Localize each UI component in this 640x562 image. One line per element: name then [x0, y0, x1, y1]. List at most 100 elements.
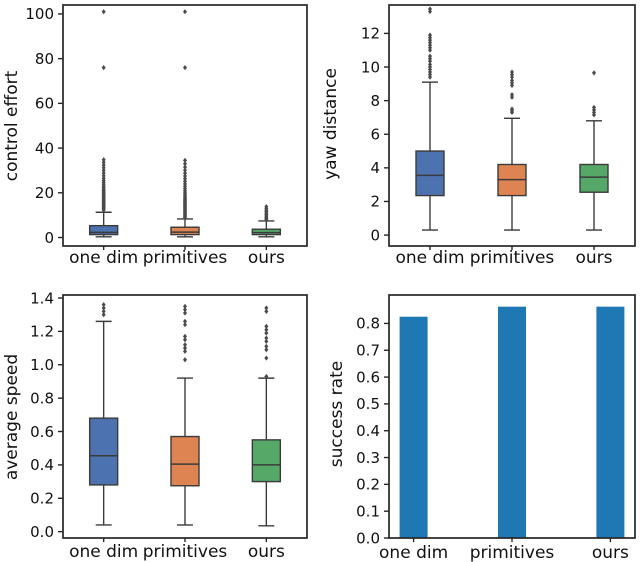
- y-tick-label: 0.3: [356, 449, 380, 467]
- control-effort-boxplot: 0 20 40 60 80 100 one dim primitives ours: [25, 4, 308, 268]
- box-ours: [251, 439, 282, 483]
- box-primitives-outlier-point: [510, 69, 514, 75]
- box-primitives-outlier-point: [183, 167, 187, 173]
- y-tick-label: 0.4: [356, 422, 380, 440]
- box-one-dim-outlier-point: [428, 53, 432, 59]
- success-rate-plot: success rate 0.0 0.1 0.2 0.3 0.4 0.5 0.6 0.7 0.8…: [320, 281, 640, 562]
- box-one-dim: [415, 150, 445, 197]
- box-one-dim-outlier-point: [428, 61, 432, 68]
- box-primitives-outlier-point: [183, 178, 187, 184]
- y-tick-label: 4: [370, 159, 380, 177]
- box-primitives-outlier-point: [183, 9, 187, 15]
- y-tick-label: 12: [361, 25, 380, 43]
- box-ours-outlier-point: [264, 343, 269, 350]
- category-label-primitives: primitives: [470, 543, 555, 562]
- box-primitives: [170, 435, 200, 487]
- box-ours-outlier-point: [264, 338, 269, 344]
- category-label-one-dim: one dim: [395, 248, 464, 268]
- y-tick-label: 0.2: [356, 476, 380, 494]
- box-primitives-outlier-point: [510, 106, 514, 112]
- box-one-dim: [88, 224, 119, 236]
- box-ours-outlier-point: [264, 323, 269, 329]
- y-tick-label: 1.4: [30, 289, 54, 307]
- box-ours-outlier-point: [264, 335, 269, 341]
- box-ours-outlier-point: [264, 305, 269, 311]
- y-tick-label: 6: [370, 125, 380, 143]
- box-primitives-outlier-point: [183, 64, 187, 71]
- box-primitives-outlier-point: [183, 164, 187, 170]
- category-label-primitives: primitives: [143, 542, 228, 562]
- box-primitives-outlier-point: [183, 333, 187, 339]
- category-label-ours: ours: [592, 543, 629, 562]
- box-primitives-outlier-point: [183, 348, 187, 355]
- bar-one-dim: [399, 316, 428, 538]
- box-primitives-outlier-point: [183, 342, 187, 348]
- box-primitives-outlier-point: [510, 92, 514, 98]
- box-one-dim-outlier-point: [101, 64, 106, 71]
- y-tick-label: 0.8: [30, 389, 54, 407]
- success-rate-barchart: 0.0 0.1 0.2 0.3 0.4 0.5 0.6 0.7 0.8 one dim primit…: [356, 294, 636, 562]
- average-speed-plot: average speed 0.0 0.2 0.4 0.6 0.8 1.0 1.2 1.4 on…: [0, 281, 320, 562]
- box-ours: [579, 163, 609, 193]
- box-ours-outlier-point: [264, 308, 269, 314]
- y-tick-label: 10: [361, 58, 380, 76]
- yaw-distance-plot: yaw distance 0 2 4 6 8 10 12 one dim primitives o…: [320, 0, 640, 281]
- control-effort-plot: control effort 0 20 40 60 80 100 one dim primit…: [0, 0, 320, 281]
- y-tick-label: 0.5: [356, 395, 380, 413]
- box-primitives-outlier-point: [183, 173, 187, 179]
- y-tick-label: 80: [35, 50, 54, 68]
- box-one-dim-outlier-point: [101, 157, 106, 163]
- y-tick-label: 20: [35, 184, 54, 202]
- box-ours-outlier-point: [592, 70, 596, 76]
- y-tick-label: 0: [370, 226, 380, 244]
- box-ours-outlier-point: [264, 355, 269, 361]
- y-tick-label: 1.0: [30, 356, 54, 374]
- y-tick-label: 0.8: [356, 315, 380, 333]
- box-one-dim-outlier-point: [101, 302, 106, 308]
- axes-frame: [388, 294, 636, 539]
- box-one-dim-outlier-point: [101, 159, 106, 165]
- y-tick-label: 60: [35, 95, 54, 113]
- category-label-one-dim: one dim: [69, 542, 138, 562]
- y-tick-label: 0.0: [30, 523, 54, 541]
- box-one-dim-outlier-point: [101, 9, 106, 15]
- y-tick-label: 0.0: [356, 529, 380, 547]
- box-one-dim-outlier-point: [101, 165, 106, 171]
- axes-frame: [62, 4, 308, 247]
- yaw-distance-boxplot: 0 2 4 6 8 10 12 one dim primitives ours: [361, 4, 636, 268]
- category-label-one-dim: one dim: [379, 543, 448, 562]
- box-ours-outlier-point: [264, 327, 269, 333]
- box-one-dim-outlier-point: [101, 170, 106, 176]
- box-primitives-outlier-point: [183, 337, 187, 343]
- category-label-primitives: primitives: [470, 248, 555, 268]
- category-label-ours: ours: [248, 542, 285, 562]
- box-one-dim-outlier-point: [101, 308, 106, 314]
- category-label-ours: ours: [248, 248, 285, 268]
- y-tick-label: 0.7: [356, 342, 380, 360]
- box-primitives-outlier-point: [183, 318, 187, 324]
- box-primitives-outlier-point: [183, 170, 187, 176]
- bar-primitives: [498, 306, 526, 538]
- box-ours-outlier-point: [264, 347, 269, 353]
- box-primitives-outlier-point: [183, 157, 187, 163]
- y-tick-label: 0.6: [356, 368, 380, 386]
- y-tick-label: 40: [35, 139, 54, 157]
- box-primitives-outlier-point: [183, 176, 187, 182]
- y-tick-label: 0.6: [30, 423, 54, 441]
- axes-frame: [388, 4, 636, 247]
- box-one-dim-outlier-point: [428, 32, 432, 38]
- box-primitives-outlier-point: [183, 161, 187, 167]
- y-tick-label: 0.1: [356, 502, 380, 520]
- box-one-dim-outlier-point: [101, 167, 106, 174]
- category-label-primitives: primitives: [143, 248, 228, 268]
- y-tick-label: 8: [370, 92, 380, 110]
- box-primitives-outlier-point: [183, 357, 187, 363]
- box-ours-outlier-point: [592, 104, 596, 110]
- box-primitives: [170, 226, 200, 236]
- axes-frame: [62, 294, 308, 539]
- box-one-dim-outlier-point: [101, 173, 106, 179]
- box-primitives-outlier-point: [183, 310, 187, 316]
- y-tick-label: 1.2: [30, 323, 54, 341]
- box-one-dim-outlier-point: [101, 162, 106, 168]
